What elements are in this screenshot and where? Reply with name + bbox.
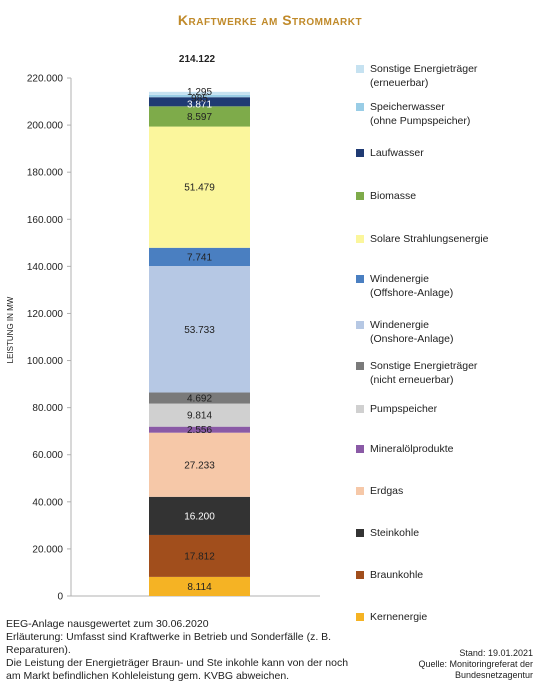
y-tick-label: 20.000 bbox=[32, 544, 63, 555]
source-line: Quelle: Monitoringreferat der bbox=[418, 659, 533, 669]
y-tick-label: 40.000 bbox=[32, 497, 63, 508]
bar-segment bbox=[149, 432, 250, 497]
y-tick-label: 100.000 bbox=[27, 356, 64, 367]
bar-segment bbox=[149, 94, 250, 98]
legend-swatch bbox=[356, 275, 364, 283]
segment-value-label: 27.233 bbox=[184, 460, 215, 471]
y-tick-label: 0 bbox=[57, 592, 63, 603]
segment-value-label: 1.295 bbox=[187, 87, 212, 98]
legend-item: Braunkohle bbox=[356, 568, 536, 582]
legend-label: Pumpspeicher bbox=[370, 403, 438, 415]
note-line: am Markt befindlichen Kohleleistung gem.… bbox=[6, 670, 290, 682]
legend-item: Erdgas bbox=[356, 484, 536, 498]
y-tick-label: 120.000 bbox=[27, 309, 64, 320]
legend-item: Windenergie (Offshore-Anlage) bbox=[356, 272, 536, 300]
legend-swatch bbox=[356, 487, 364, 495]
bar-segment bbox=[149, 97, 250, 107]
legend-item: Laufwasser bbox=[356, 146, 536, 160]
legend-swatch bbox=[356, 405, 364, 413]
legend-swatch bbox=[356, 192, 364, 200]
legend-label: Sonstige Energieträger (erneuerbar) bbox=[370, 63, 478, 89]
legend-label: Braunkohle bbox=[370, 569, 424, 581]
segment-value-label: 4.692 bbox=[187, 394, 212, 405]
segment-value-label: 8.597 bbox=[187, 112, 212, 123]
segment-value-label: 2.556 bbox=[187, 425, 212, 436]
legend-item: Sonstige Energieträger (nicht erneuerbar… bbox=[356, 359, 536, 387]
y-tick-label: 180.000 bbox=[27, 168, 64, 179]
bar-segment bbox=[149, 126, 250, 248]
source-line-2: Bundesnetzagentur bbox=[454, 670, 533, 680]
chart-title: Kraftwerke am Strommarkt bbox=[177, 12, 363, 28]
bar-segment bbox=[149, 534, 250, 577]
legend-label: Windenergie (Offshore-Anlage) bbox=[370, 273, 454, 299]
legend-label: Sonstige Energieträger (nicht erneuerbar… bbox=[370, 360, 478, 386]
segment-value-label: 7.741 bbox=[187, 252, 212, 263]
y-tick-label: 160.000 bbox=[27, 215, 64, 226]
legend-item: Mineralölprodukte bbox=[356, 442, 536, 456]
segment-value-label: 51.479 bbox=[184, 183, 215, 194]
legend-label: Speicherwasser (ohne Pumpspeicher) bbox=[370, 101, 471, 127]
footnotes: EEG-Anlage nausgewertet zum 30.06.2020 E… bbox=[6, 618, 406, 683]
total-value-label: 214.122 bbox=[179, 54, 216, 65]
legend-swatch bbox=[356, 103, 364, 111]
segment-value-label: 3.871 bbox=[187, 99, 212, 110]
legend-item: Sonstige Energieträger (erneuerbar) bbox=[356, 62, 536, 90]
y-tick-label: 140.000 bbox=[27, 262, 64, 273]
segment-value-label: 17.812 bbox=[184, 551, 215, 562]
note-line: Reparaturen). bbox=[6, 644, 71, 656]
bar-segment bbox=[149, 496, 250, 535]
bar-segment bbox=[149, 266, 250, 393]
y-tick-label: 80.000 bbox=[32, 403, 63, 414]
legend-item: Pumpspeicher bbox=[356, 402, 536, 416]
legend-item: Steinkohle bbox=[356, 526, 536, 540]
legend-item: Biomasse bbox=[356, 189, 536, 203]
source-info: Stand: 19.01.2021 Quelle: Monitoringrefe… bbox=[405, 648, 533, 681]
segment-value-label: 8.114 bbox=[187, 582, 212, 593]
legend-swatch bbox=[356, 529, 364, 537]
legend-item: Solare Strahlungsenergie bbox=[356, 232, 536, 246]
legend-label: Erdgas bbox=[370, 485, 404, 497]
legend-swatch bbox=[356, 613, 364, 621]
legend-label: Kernenergie bbox=[370, 611, 428, 623]
y-axis-label: LEISTUNG IN MW bbox=[6, 296, 15, 363]
note-line: Die Leistung der Energieträger Braun- un… bbox=[6, 657, 349, 669]
y-tick-label: 200.000 bbox=[27, 121, 64, 132]
legend-label: Mineralölprodukte bbox=[370, 443, 454, 455]
segment-value-label: 985 bbox=[191, 94, 208, 105]
bar-segment bbox=[149, 106, 250, 127]
stand-date: Stand: 19.01.2021 bbox=[459, 648, 533, 658]
legend-label: Steinkohle bbox=[370, 527, 420, 539]
bar-segment bbox=[149, 247, 250, 267]
segment-value-label: 16.200 bbox=[184, 511, 215, 522]
legend-swatch bbox=[356, 149, 364, 157]
bar-segment bbox=[149, 392, 250, 404]
segment-value-label: 9.814 bbox=[187, 411, 212, 422]
bar-segment bbox=[149, 91, 250, 95]
bar-segment bbox=[149, 426, 250, 433]
segment-value-label: 53.733 bbox=[184, 325, 215, 336]
legend-label: Solare Strahlungsenergie bbox=[370, 233, 489, 245]
legend-label: Windenergie (Onshore-Anlage) bbox=[370, 319, 454, 345]
legend-item: Speicherwasser (ohne Pumpspeicher) bbox=[356, 100, 536, 128]
legend-swatch bbox=[356, 65, 364, 73]
bar-segment bbox=[149, 576, 250, 596]
legend-item: Kernenergie bbox=[356, 610, 536, 624]
y-tick-label: 220.000 bbox=[27, 74, 64, 85]
legend-item: Windenergie (Onshore-Anlage) bbox=[356, 318, 536, 346]
y-tick-label: 60.000 bbox=[32, 450, 63, 461]
legend-swatch bbox=[356, 362, 364, 370]
note-line: Erläuterung: Umfasst sind Kraftwerke in … bbox=[6, 631, 332, 643]
legend-swatch bbox=[356, 445, 364, 453]
stacked-bar-chart: LEISTUNG IN MW 0 20.000 40.000 60.000 80.000… bbox=[6, 54, 320, 603]
legend-swatch bbox=[356, 321, 364, 329]
legend-swatch bbox=[356, 235, 364, 243]
bar-segment bbox=[149, 403, 250, 427]
legend-label: Laufwasser bbox=[370, 147, 424, 159]
note-line: EEG-Anlage nausgewertet zum 30.06.2020 bbox=[6, 618, 209, 630]
legend-label: Biomasse bbox=[370, 190, 417, 202]
legend-swatch bbox=[356, 571, 364, 579]
